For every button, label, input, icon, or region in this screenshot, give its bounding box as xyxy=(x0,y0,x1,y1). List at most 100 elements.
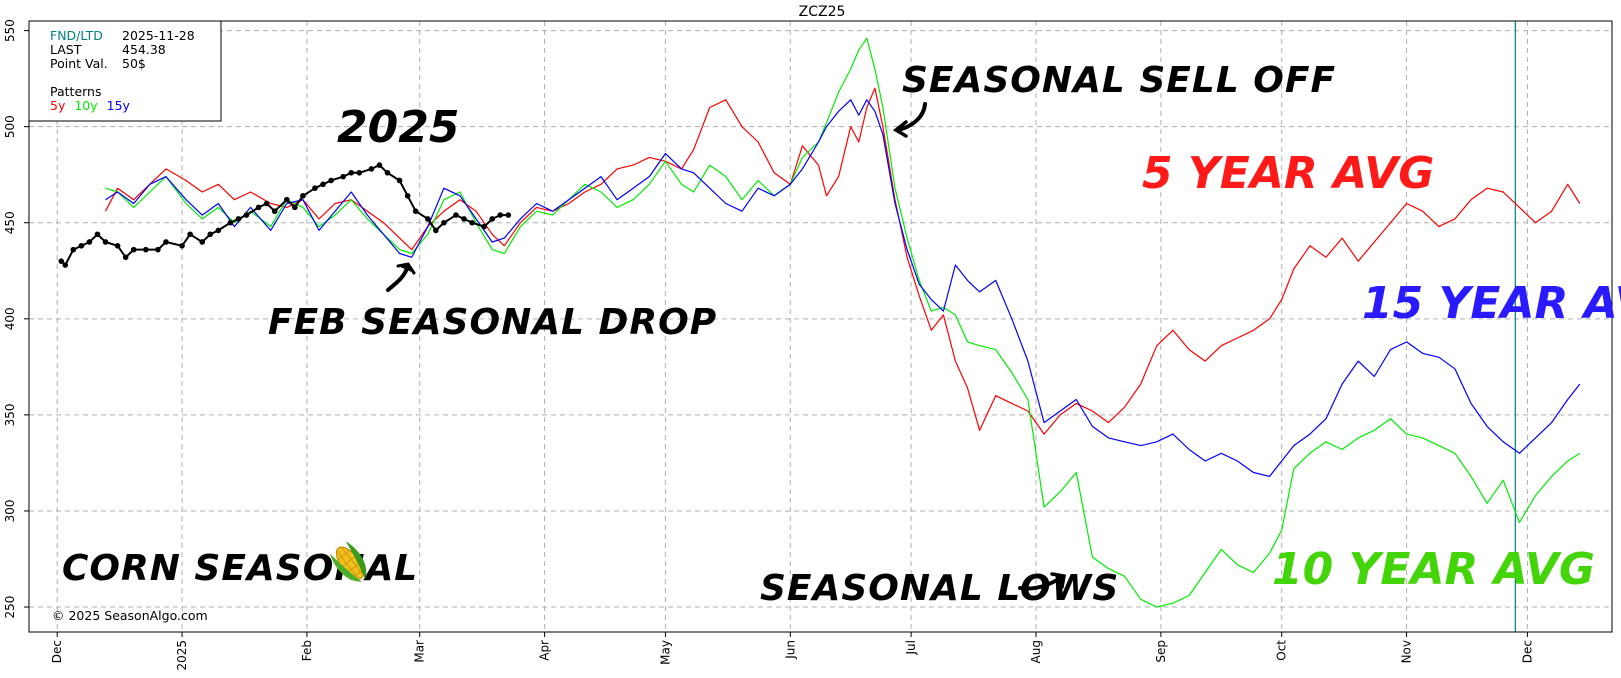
series-point-2025 xyxy=(292,204,298,211)
series-point-2025 xyxy=(179,243,185,249)
series-point-2025 xyxy=(255,204,262,211)
series-point-2025 xyxy=(433,227,439,234)
x-tick-label: Aug xyxy=(1029,640,1043,663)
series-point-2025 xyxy=(283,196,290,203)
series-point-2025 xyxy=(143,246,149,253)
series-point-2025 xyxy=(199,239,206,245)
series-point-2025 xyxy=(130,246,137,253)
series-point-2025 xyxy=(497,212,504,218)
arrow-sell-off xyxy=(892,102,927,138)
y-tick-label: 400 xyxy=(3,307,17,330)
x-tick-label: Jun xyxy=(783,640,797,660)
series-point-2025 xyxy=(404,193,411,199)
x-tick-label: Dec xyxy=(50,640,64,663)
series-point-2025 xyxy=(122,254,129,261)
series-point-2025 xyxy=(384,169,391,176)
series-point-2025 xyxy=(102,239,109,245)
info-label-last: LAST xyxy=(50,42,82,57)
series-point-2025 xyxy=(155,246,161,253)
y-tick-label: 250 xyxy=(3,596,17,619)
info-patterns-label: Patterns xyxy=(50,84,101,99)
series-point-2025 xyxy=(163,239,169,245)
pattern-10y: 10y xyxy=(74,98,98,113)
annotation-5-year-avg: 5 YEAR AVG xyxy=(1142,148,1434,199)
x-tick-label: Dec xyxy=(1520,640,1534,663)
y-tick-label: 550 xyxy=(3,19,17,42)
series-point-2025 xyxy=(356,169,363,176)
series-point-2025 xyxy=(505,212,512,218)
series-line-15y xyxy=(105,99,1581,477)
y-tick-label: 450 xyxy=(3,211,17,234)
series-point-2025 xyxy=(263,200,270,207)
x-tick-label: Mar xyxy=(413,640,427,663)
series-point-2025 xyxy=(424,216,431,222)
series-point-2025 xyxy=(187,231,193,238)
x-tick-label: Apr xyxy=(538,640,552,661)
y-tick-label: 500 xyxy=(3,115,17,138)
info-label-pointval: Point Val. xyxy=(50,56,108,71)
annotation-lows: SEASONAL LOWS xyxy=(760,568,1119,609)
series-point-2025 xyxy=(271,208,278,215)
series-point-2025 xyxy=(70,246,77,253)
arrow-feb-drop xyxy=(386,262,416,292)
series-point-2025 xyxy=(489,216,496,222)
series-point-2025 xyxy=(235,216,242,222)
series-point-2025 xyxy=(86,239,93,245)
series-point-2025 xyxy=(243,212,250,218)
annotation-feb-drop: FEB SEASONAL DROP xyxy=(268,302,717,343)
series-point-2025 xyxy=(481,223,487,230)
series-point-2025 xyxy=(412,208,419,215)
series-point-2025 xyxy=(396,177,403,184)
axes xyxy=(28,20,1613,633)
x-tick-label: May xyxy=(658,640,672,665)
y-axis-ticks: 250 300 350 400 450 500 550 xyxy=(3,19,29,618)
series-markers xyxy=(58,162,512,268)
series-point-2025 xyxy=(114,243,121,249)
series-point-2025 xyxy=(340,173,346,180)
series-point-2025 xyxy=(320,181,326,188)
series-point-2025 xyxy=(78,243,85,249)
series-point-2025 xyxy=(348,169,355,176)
info-value-last: 454.38 xyxy=(122,42,166,57)
series-line-10y xyxy=(105,37,1581,608)
copyright-text: © 2025 SeasonAlgo.com xyxy=(52,608,208,623)
x-tick-label: Jul xyxy=(904,640,918,655)
x-tick-label: Nov xyxy=(1400,640,1414,663)
series-point-2025 xyxy=(368,166,375,172)
series-point-2025 xyxy=(453,212,459,218)
info-patterns-list: 5y 10y 15y xyxy=(50,98,131,113)
x-tick-label: 2025 xyxy=(175,640,189,671)
x-tick-label: Oct xyxy=(1275,640,1289,661)
series-point-2025 xyxy=(312,185,318,191)
info-box: FND/LTD 2025-11-28 LAST 454.38 Point Val… xyxy=(28,20,222,122)
x-axis-ticks: Dec 2025 Feb Mar Apr May Jun Jul Aug Sep Oct Nov Dec xyxy=(50,632,1534,671)
annotation-15-year-avg: 15 YEAR AVG xyxy=(1362,278,1621,329)
series-point-2025 xyxy=(94,231,101,238)
series-point-2025 xyxy=(62,262,69,268)
pattern-5y: 5y xyxy=(50,98,66,113)
plot-frame xyxy=(28,20,1613,633)
series-line-5y xyxy=(104,87,1581,435)
info-value-pointval: 50$ xyxy=(122,56,146,71)
series-point-2025 xyxy=(469,219,475,226)
series-point-2025 xyxy=(328,177,334,184)
series-point-2025 xyxy=(300,193,306,199)
info-value-fnd: 2025-11-28 xyxy=(122,28,195,43)
x-tick-label: Sep xyxy=(1154,640,1168,663)
chart-title: ZCZ25 xyxy=(799,4,846,20)
series-point-2025 xyxy=(227,219,234,226)
series-point-2025 xyxy=(376,162,383,168)
annotation-sell-off: SEASONAL SELL OFF xyxy=(902,60,1336,101)
info-label-fnd: FND/LTD xyxy=(50,28,103,43)
arrow-lows xyxy=(1018,572,1067,591)
series-point-2025 xyxy=(461,216,467,222)
series-point-2025 xyxy=(207,231,214,238)
annotation-10-year-avg: 10 YEAR AVG xyxy=(1272,544,1595,595)
y-tick-label: 300 xyxy=(3,499,17,522)
series-point-2025 xyxy=(58,258,65,264)
series-point-2025 xyxy=(441,219,447,226)
series-point-2025 xyxy=(215,227,222,234)
y-tick-label: 350 xyxy=(3,403,17,426)
pattern-15y: 15y xyxy=(107,98,131,113)
